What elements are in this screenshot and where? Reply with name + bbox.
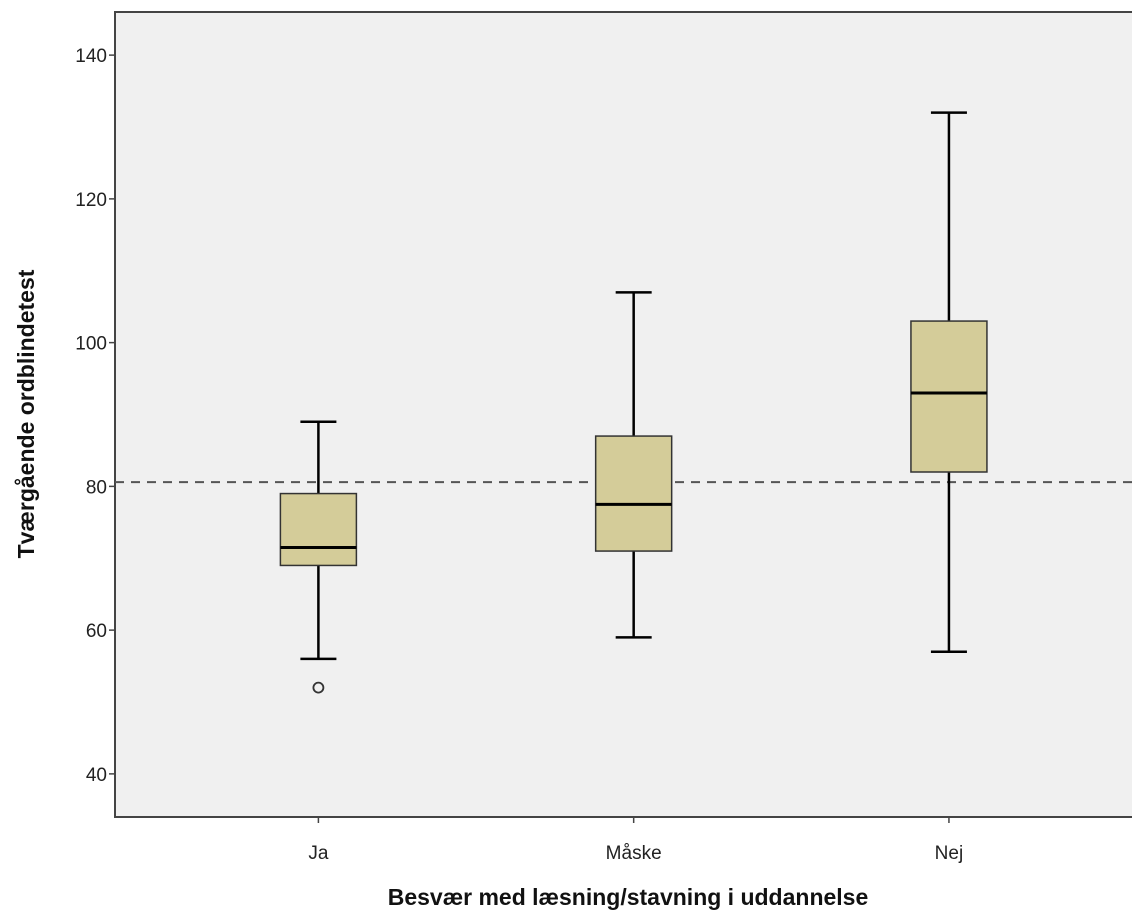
y-tick-label: 40 <box>86 765 107 786</box>
box-iqr <box>279 492 358 567</box>
box-nej <box>910 111 988 653</box>
boxes-group <box>279 111 988 694</box>
y-tick-label: 80 <box>86 477 107 498</box>
box-iqr <box>594 435 673 552</box>
x-axis: Ja Måske Nej <box>308 817 963 864</box>
outlier-point <box>312 681 325 694</box>
x-axis-title: Besvær med læsning/stavning i uddannelse <box>388 884 869 910</box>
x-tick-label: Ja <box>308 843 329 864</box>
box-ja <box>279 420 358 694</box>
x-tick-label: Måske <box>606 843 662 864</box>
y-axis-title: Tværgående ordblindetest <box>13 269 39 558</box>
y-tick-label: 120 <box>75 190 107 211</box>
box-iqr <box>910 320 988 473</box>
box-m-ske <box>594 291 673 639</box>
y-axis: 40 60 80 100 120 140 <box>75 46 115 786</box>
x-tick-label: Nej <box>935 843 964 864</box>
y-tick-label: 60 <box>86 621 107 642</box>
y-tick-label: 140 <box>75 46 107 67</box>
y-tick-label: 100 <box>75 334 107 355</box>
